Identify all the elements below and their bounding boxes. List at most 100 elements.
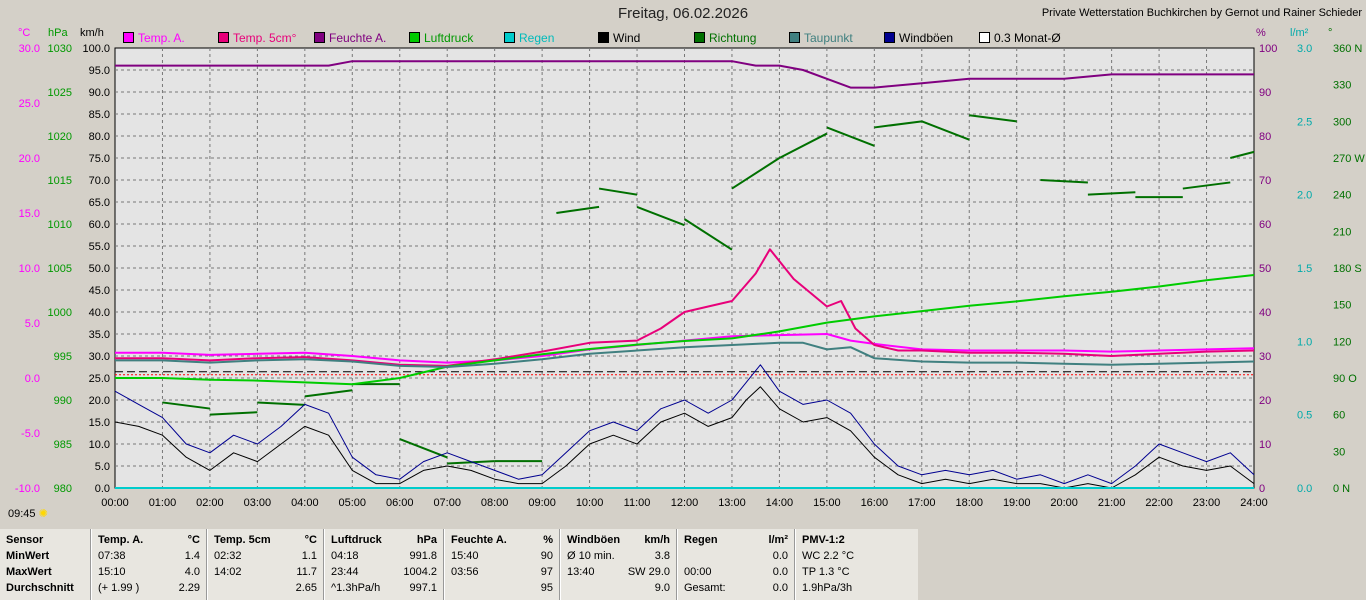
sun-icon: ✺ xyxy=(38,508,48,520)
y-tick-wind: 60.0 xyxy=(89,219,110,231)
y-tick-direction: 360 N xyxy=(1333,43,1362,55)
legend-swatch xyxy=(504,32,515,43)
table-cell: 04:18 xyxy=(331,550,359,562)
table-row: Sensor xyxy=(6,534,84,549)
series-temp-a- xyxy=(115,333,1255,364)
y-tick-pressure: 1020 xyxy=(48,131,72,143)
y-tick-pressure: 995 xyxy=(54,351,72,363)
legend-swatch xyxy=(884,32,895,43)
x-tick-label: 10:00 xyxy=(576,497,604,509)
y-tick-humidity: 20 xyxy=(1259,395,1271,407)
y-tick-direction: 330 xyxy=(1333,80,1351,92)
table-row: Ø 10 min. 3.8 xyxy=(567,550,670,565)
legend-item: Temp. A. xyxy=(123,31,185,45)
series-windb-en xyxy=(114,364,1255,485)
direction-segment xyxy=(1230,150,1255,159)
table-column: Temp. A. °C 07:38 1.4 15:10 4.0 (+ 1.99 ) 2.29 xyxy=(92,529,206,600)
y-tick-temp: 5.0 xyxy=(25,318,40,330)
direction-segment xyxy=(162,401,211,410)
y-tick-wind: 85.0 xyxy=(89,109,110,121)
legend-swatch xyxy=(694,32,705,43)
x-tick-label: 13:00 xyxy=(718,497,746,509)
y-tick-humidity: 100 xyxy=(1259,43,1277,55)
y-tick-wind: 40.0 xyxy=(89,307,110,319)
series-layer xyxy=(114,60,1255,489)
direction-segment xyxy=(921,120,970,141)
table-cell: Regen xyxy=(684,534,718,546)
table-cell: MaxWert xyxy=(6,566,52,578)
table-cell: Luftdruck xyxy=(331,534,382,546)
x-tick-label: 06:00 xyxy=(386,497,414,509)
table-separator xyxy=(443,529,446,600)
x-tick-label: 00:00 xyxy=(101,497,129,509)
y-tick-wind: 50.0 xyxy=(89,263,110,275)
y-tick-pressure: 1015 xyxy=(48,175,72,187)
table-row: ^1.3hPa/h 997.1 xyxy=(331,582,437,597)
y-tick-humidity: 30 xyxy=(1259,351,1271,363)
y-tick-direction: 30 xyxy=(1333,446,1345,458)
time-marker: 09:45 ✺ xyxy=(8,507,48,520)
table-row: Temp. A. °C xyxy=(98,534,200,549)
table-row: MaxWert xyxy=(6,566,84,581)
table-cell-value: 0.0 xyxy=(772,582,788,594)
table-cell-value: °C xyxy=(304,534,317,546)
y-tick-temp: 10.0 xyxy=(19,263,40,275)
table-cell: 14:02 xyxy=(214,566,242,578)
series-luftdruck xyxy=(115,274,1255,386)
x-tick-label: 08:00 xyxy=(481,497,509,509)
direction-segment xyxy=(683,218,733,251)
y-tick-pressure: 1010 xyxy=(48,219,72,231)
x-tick-label: 22:00 xyxy=(1145,497,1173,509)
y-tick-pressure: 1000 xyxy=(48,307,72,319)
direction-segment xyxy=(209,411,258,416)
table-column: Regen l/m² 0.0 00:00 0.0 Gesamt: 0.0 xyxy=(678,529,794,600)
x-tick-label: 24:00 xyxy=(1240,497,1268,509)
y-tick-direction: 180 S xyxy=(1333,263,1362,275)
table-cell: Feuchte A. xyxy=(451,534,507,546)
table-cell: 03:56 xyxy=(451,566,479,578)
legend-swatch xyxy=(123,32,134,43)
unit-humidity: % xyxy=(1256,27,1266,39)
table-cell: PMV-1:2 xyxy=(802,534,845,546)
table-row: TP 1.3 °C xyxy=(802,566,912,581)
legend-item: Richtung xyxy=(694,31,756,45)
y-tick-direction: 210 xyxy=(1333,226,1351,238)
y-tick-temp: 15.0 xyxy=(19,208,40,220)
table-cell-value: 1004.2 xyxy=(403,566,437,578)
table-row: 03:56 97 xyxy=(451,566,553,581)
table-cell-value: 3.8 xyxy=(654,550,670,562)
legend-item: Wind xyxy=(598,31,640,45)
legend-item: Feuchte A. xyxy=(314,31,386,45)
y-tick-wind: 35.0 xyxy=(89,329,110,341)
table-cell: Gesamt: xyxy=(684,582,726,594)
table-separator xyxy=(559,529,562,600)
table-column: PMV-1:2 WC 2.2 °C TP 1.3 °C 1.9hPa/3h xyxy=(796,529,918,600)
legend-label: Richtung xyxy=(709,31,757,45)
table-row: WC 2.2 °C xyxy=(802,550,912,565)
y-tick-wind: 55.0 xyxy=(89,241,110,253)
table-cell-value: hPa xyxy=(416,534,437,546)
y-tick-rain: 1.0 xyxy=(1297,336,1312,348)
table-cell-value: 1.1 xyxy=(301,550,317,562)
y-tick-direction: 270 W xyxy=(1333,153,1365,165)
y-tick-humidity: 10 xyxy=(1259,439,1271,451)
time-marker-label: 09:45 xyxy=(8,508,36,520)
y-tick-direction: 90 O xyxy=(1333,373,1357,385)
chart-title: Freitag, 06.02.2026 xyxy=(617,5,749,22)
table-separator xyxy=(794,529,797,600)
table-cell-value: SW 29.0 xyxy=(627,566,670,578)
x-tick-label: 02:00 xyxy=(196,497,224,509)
y-tick-direction: 60 xyxy=(1333,410,1345,422)
legend-swatch xyxy=(979,32,990,43)
legend-item: Luftdruck xyxy=(409,31,473,45)
table-cell: Temp. A. xyxy=(98,534,144,546)
x-tick-label: 03:00 xyxy=(244,497,272,509)
table-cell-value: °C xyxy=(187,534,200,546)
table-cell: 23:44 xyxy=(331,566,359,578)
y-tick-wind: 5.0 xyxy=(95,461,110,473)
legend-swatch xyxy=(598,32,609,43)
y-tick-wind: 20.0 xyxy=(89,395,110,407)
x-tick-label: 16:00 xyxy=(861,497,889,509)
y-tick-temp: 25.0 xyxy=(19,98,40,110)
direction-segment xyxy=(826,126,875,147)
